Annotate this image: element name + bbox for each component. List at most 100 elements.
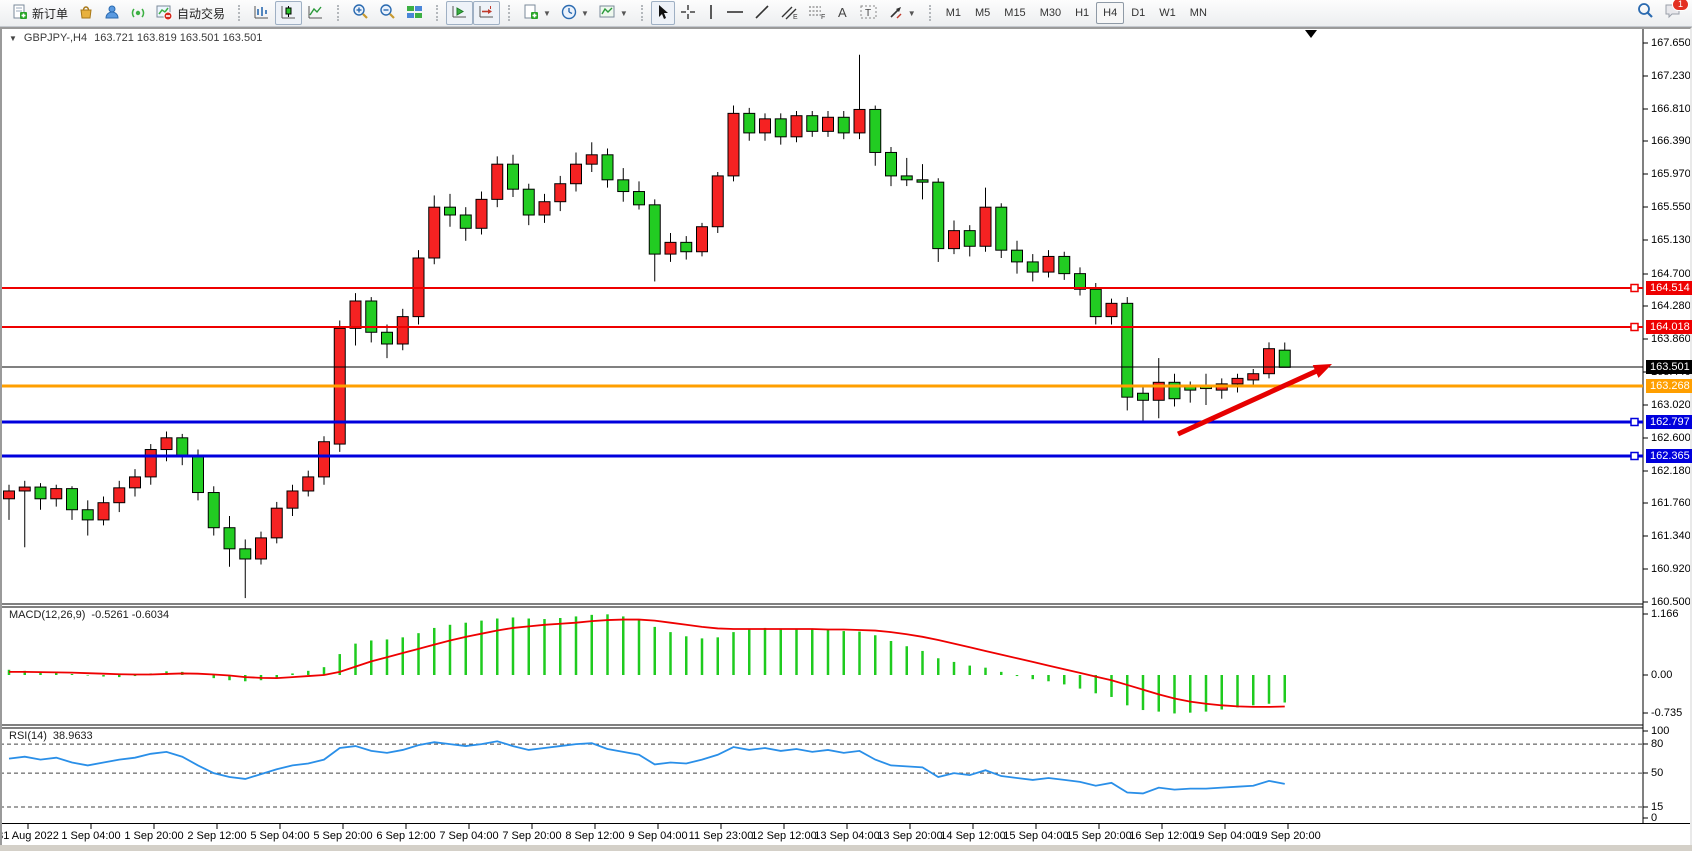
candle [1042, 250, 1055, 278]
toolbar-drag-handle[interactable] [508, 5, 514, 21]
axis-tick-label: 164.700 [1651, 268, 1691, 280]
price-level-badge: 162.797 [1646, 415, 1692, 429]
candle [1089, 283, 1102, 325]
trend-arrow[interactable] [1176, 364, 1332, 437]
signals-button[interactable] [125, 1, 151, 25]
candle [396, 308, 409, 351]
new-chart-button[interactable]: ▼ [518, 1, 556, 25]
candle [113, 480, 126, 513]
chart-shift-button[interactable] [473, 1, 501, 25]
candle [806, 111, 819, 137]
chevron-down-icon: ▼ [580, 8, 589, 18]
candle [18, 480, 31, 548]
timeframe-button-MN[interactable]: MN [1189, 7, 1207, 19]
timeframe-button-M5[interactable]: M5 [975, 7, 991, 19]
candle [538, 193, 551, 223]
candle [1074, 267, 1086, 296]
profile-group: ▼ ▼ ▼ [503, 0, 636, 27]
candle [34, 483, 47, 510]
templates-button[interactable]: ▼ [594, 1, 633, 25]
auto-scroll-button[interactable] [446, 1, 474, 25]
line-handle-marker[interactable] [1630, 417, 1639, 427]
horizontal-level-line-164_018[interactable] [0, 322, 1643, 332]
timeframe-button-H4[interactable]: H4 [1096, 2, 1125, 24]
market-button[interactable] [73, 1, 99, 25]
chart-surface[interactable] [0, 27, 1692, 845]
chevron-down-icon: ▼ [619, 8, 628, 18]
cursor-button[interactable] [650, 1, 675, 25]
candlestick-chart-button[interactable] [275, 1, 303, 25]
horizontal-line-button[interactable] [721, 1, 749, 25]
search-icon[interactable] [1637, 2, 1654, 24]
line-handle-marker[interactable] [1630, 322, 1639, 332]
candle [1168, 373, 1181, 407]
chart-shift-marker[interactable] [1305, 30, 1317, 38]
equidistant-channel-button[interactable]: E [775, 1, 803, 25]
time-label: 14 Sep 12:00 [940, 830, 1006, 842]
time-label: 5 Sep 04:00 [250, 830, 310, 842]
text-label-button[interactable]: T [855, 1, 883, 25]
candle [428, 195, 441, 265]
timeframe-button-W1[interactable]: W1 [1159, 7, 1176, 19]
zoom-in-button[interactable] [347, 1, 374, 25]
candle [270, 501, 283, 544]
timeframe-button-M15[interactable]: M15 [1004, 7, 1026, 19]
time-label: 15 Sep 04:00 [1003, 830, 1069, 842]
zoom-in-icon [352, 3, 369, 23]
autotrading-button[interactable]: 自动交易 [151, 1, 230, 25]
price-level-badge: 162.365 [1646, 449, 1692, 463]
horizontal-level-line-162_797[interactable] [0, 417, 1643, 427]
bar-chart-button[interactable] [248, 1, 275, 25]
time-label: 13 Sep 20:00 [877, 830, 943, 842]
toolbar-drag-handle[interactable] [640, 5, 647, 21]
candle [475, 191, 488, 235]
toolbar-drag-handle[interactable] [436, 5, 442, 21]
axis-tick-label: 160.920 [1651, 563, 1691, 575]
timeframe-button-M1[interactable]: M1 [945, 7, 961, 19]
scroll-group [431, 0, 503, 27]
trendline-button[interactable] [749, 1, 775, 25]
toolbar-drag-handle[interactable] [928, 5, 935, 21]
axis-tick-label: 160.500 [1651, 596, 1691, 608]
candle [1137, 386, 1149, 421]
new-order-button[interactable]: 新订单 [7, 1, 73, 25]
candle [790, 111, 803, 143]
toolbar-drag-handle[interactable] [238, 5, 244, 21]
chart-dropdown-icon[interactable]: ▼ [9, 33, 17, 43]
candle [66, 486, 78, 520]
periods-button[interactable]: ▼ [556, 1, 594, 25]
candle [459, 207, 472, 241]
timeframe-button-D1[interactable]: D1 [1131, 7, 1146, 19]
time-label: 12 Sep 12:00 [751, 830, 817, 842]
chat-button[interactable]: 1 [1664, 0, 1689, 24]
horizontal-level-line-164_514[interactable] [0, 283, 1643, 293]
candle [1105, 298, 1118, 325]
crosshair-icon [680, 4, 696, 23]
candle [948, 220, 960, 255]
vertical-line-button[interactable] [701, 1, 721, 25]
line-handle-marker[interactable] [1630, 451, 1639, 461]
community-button[interactable] [99, 1, 125, 25]
fibonacci-button[interactable]: F [803, 1, 831, 25]
text-button[interactable]: A [831, 1, 855, 25]
arrows-button[interactable]: ▼ [883, 1, 921, 25]
rsi-name: RSI(14) [9, 730, 47, 742]
candle [853, 54, 866, 140]
crosshair-button[interactable] [675, 1, 701, 25]
horizontal-level-line-162_365[interactable] [0, 451, 1643, 461]
price-level-badge: 163.268 [1646, 379, 1692, 393]
candlestick-chart-icon [280, 4, 297, 23]
candle [1263, 342, 1275, 379]
toolbar-drag-handle[interactable] [337, 5, 343, 21]
equidistant-channel-icon: E [780, 4, 798, 23]
line-handle-marker[interactable] [1630, 283, 1639, 293]
candle [617, 168, 630, 202]
line-chart-button[interactable] [302, 1, 329, 25]
candle [680, 236, 693, 260]
tile-windows-button[interactable] [401, 1, 428, 25]
candle [932, 178, 945, 262]
market-icon [78, 4, 94, 23]
zoom-out-button[interactable] [374, 1, 401, 25]
timeframe-button-M30[interactable]: M30 [1039, 7, 1062, 19]
timeframe-button-H1[interactable]: H1 [1075, 7, 1090, 19]
